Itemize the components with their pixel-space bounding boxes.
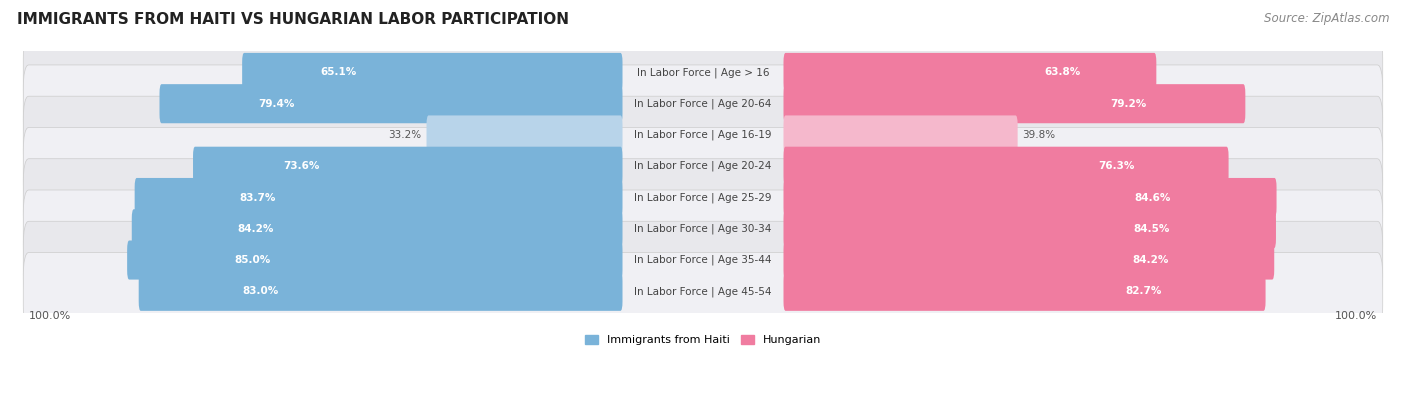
FancyBboxPatch shape (24, 190, 1382, 267)
FancyBboxPatch shape (132, 209, 623, 248)
FancyBboxPatch shape (24, 221, 1382, 299)
Text: 84.2%: 84.2% (238, 224, 274, 234)
FancyBboxPatch shape (24, 34, 1382, 111)
Text: In Labor Force | Age > 16: In Labor Force | Age > 16 (637, 67, 769, 78)
FancyBboxPatch shape (783, 53, 1156, 92)
Text: In Labor Force | Age 25-29: In Labor Force | Age 25-29 (634, 192, 772, 203)
FancyBboxPatch shape (24, 65, 1382, 143)
Text: In Labor Force | Age 20-24: In Labor Force | Age 20-24 (634, 161, 772, 171)
Text: 79.2%: 79.2% (1111, 99, 1147, 109)
Text: IMMIGRANTS FROM HAITI VS HUNGARIAN LABOR PARTICIPATION: IMMIGRANTS FROM HAITI VS HUNGARIAN LABOR… (17, 12, 569, 27)
Text: 39.8%: 39.8% (1022, 130, 1056, 140)
Text: 79.4%: 79.4% (259, 99, 294, 109)
Text: In Labor Force | Age 35-44: In Labor Force | Age 35-44 (634, 255, 772, 265)
Text: 84.6%: 84.6% (1135, 192, 1170, 203)
Text: 82.7%: 82.7% (1126, 286, 1163, 296)
FancyBboxPatch shape (24, 128, 1382, 205)
Text: 76.3%: 76.3% (1098, 161, 1135, 171)
Text: 83.7%: 83.7% (239, 192, 276, 203)
FancyBboxPatch shape (242, 53, 623, 92)
FancyBboxPatch shape (24, 159, 1382, 236)
Text: In Labor Force | Age 45-54: In Labor Force | Age 45-54 (634, 286, 772, 297)
Text: 73.6%: 73.6% (283, 161, 319, 171)
Text: 85.0%: 85.0% (233, 255, 270, 265)
FancyBboxPatch shape (783, 241, 1274, 280)
FancyBboxPatch shape (783, 272, 1265, 311)
FancyBboxPatch shape (426, 115, 623, 154)
Text: 84.5%: 84.5% (1133, 224, 1170, 234)
Text: 84.2%: 84.2% (1132, 255, 1168, 265)
Text: 65.1%: 65.1% (321, 68, 356, 77)
Text: 33.2%: 33.2% (388, 130, 422, 140)
Text: Source: ZipAtlas.com: Source: ZipAtlas.com (1264, 12, 1389, 25)
FancyBboxPatch shape (783, 178, 1277, 217)
FancyBboxPatch shape (139, 272, 623, 311)
Text: In Labor Force | Age 30-34: In Labor Force | Age 30-34 (634, 224, 772, 234)
Text: In Labor Force | Age 20-64: In Labor Force | Age 20-64 (634, 98, 772, 109)
Text: In Labor Force | Age 16-19: In Labor Force | Age 16-19 (634, 130, 772, 140)
FancyBboxPatch shape (159, 84, 623, 123)
FancyBboxPatch shape (193, 147, 623, 186)
FancyBboxPatch shape (127, 241, 623, 280)
FancyBboxPatch shape (783, 209, 1277, 248)
Text: 63.8%: 63.8% (1045, 68, 1080, 77)
FancyBboxPatch shape (783, 147, 1229, 186)
FancyBboxPatch shape (135, 178, 623, 217)
FancyBboxPatch shape (24, 96, 1382, 174)
Text: 83.0%: 83.0% (243, 286, 278, 296)
Text: 100.0%: 100.0% (1334, 311, 1378, 321)
FancyBboxPatch shape (783, 115, 1018, 154)
FancyBboxPatch shape (24, 252, 1382, 330)
Legend: Immigrants from Haiti, Hungarian: Immigrants from Haiti, Hungarian (581, 330, 825, 350)
Text: 100.0%: 100.0% (28, 311, 72, 321)
FancyBboxPatch shape (783, 84, 1246, 123)
